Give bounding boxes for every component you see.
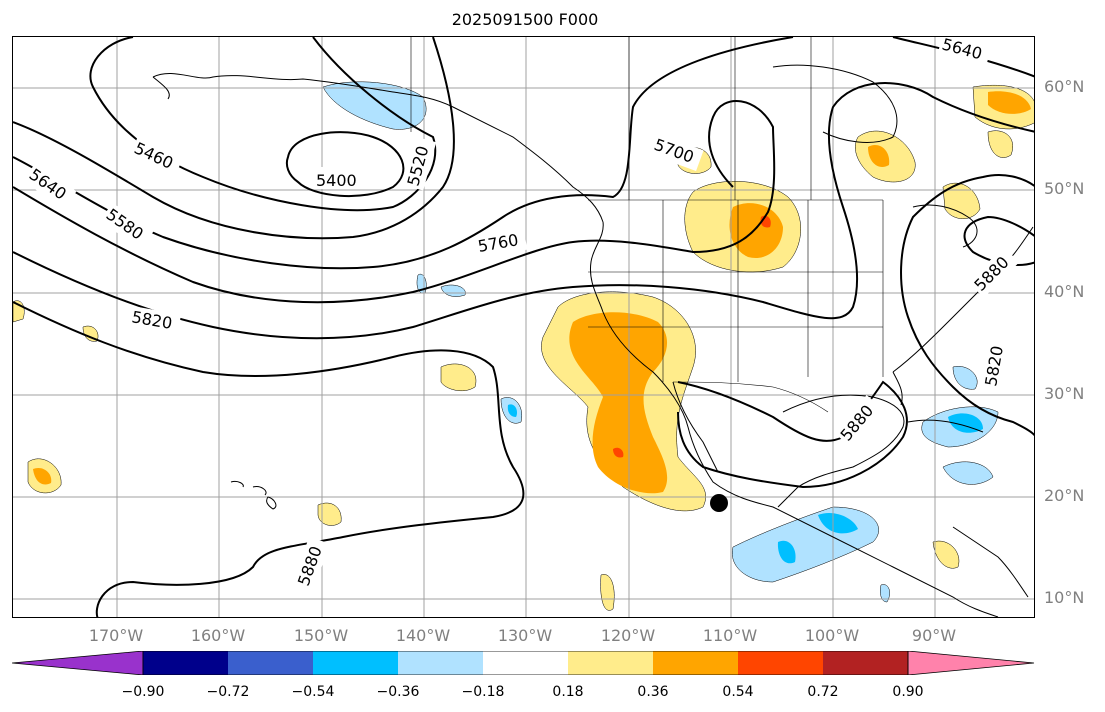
map-panel[interactable]: 5400 5460 5520 5580 5640 5700 <box>12 36 1035 618</box>
negative-anomaly-mid <box>507 404 983 564</box>
lat-label-60n: 60°N <box>1044 77 1085 96</box>
contour-label-group: 5400 5460 5520 5580 5640 5700 <box>22 37 1020 591</box>
borders <box>410 37 884 413</box>
colorbar-segment-8 <box>738 651 823 675</box>
contour-label-5760: 5760 <box>476 230 519 256</box>
colorbar-tick-2: −0.54 <box>291 684 335 700</box>
lat-label-40n: 40°N <box>1044 282 1085 301</box>
colorbar-segment-2 <box>228 651 313 675</box>
lon-label-150w: 150°W <box>293 626 349 645</box>
contour-label-5820-east: 5820 <box>981 344 1007 387</box>
colorbar-segment-3 <box>313 651 398 675</box>
lon-label-170w: 170°W <box>88 626 144 645</box>
location-marker <box>710 494 728 512</box>
contour-label-5400: 5400 <box>316 171 357 190</box>
colorbar <box>12 651 1035 675</box>
lat-label-30n: 30°N <box>1044 384 1085 403</box>
colorbar-tick-9: 0.90 <box>892 684 924 700</box>
colorbar-segment-1 <box>143 651 228 675</box>
lat-label-20n: 20°N <box>1044 486 1085 505</box>
map-canvas: 5400 5460 5520 5580 5640 5700 <box>13 37 1034 617</box>
lat-label-10n: 10°N <box>1044 588 1085 607</box>
colorbar-tick-8: 0.72 <box>807 684 839 700</box>
positive-anomaly-mid <box>33 91 1031 494</box>
lon-label-100w: 100°W <box>804 626 860 645</box>
lon-label-90w: 90°W <box>911 626 957 645</box>
lon-label-130w: 130°W <box>497 626 553 645</box>
lon-label-120w: 120°W <box>600 626 656 645</box>
colorbar-tick-4: −0.18 <box>461 684 505 700</box>
map-title: 2025091500 F000 <box>451 10 599 29</box>
colorbar-segment-10 <box>907 651 1035 675</box>
colorbar-segment-9 <box>823 651 908 675</box>
colorbar-tick-6: 0.36 <box>637 684 669 700</box>
colorbar-tick-0: −0.90 <box>121 684 165 700</box>
colorbar-segment-5 <box>483 651 568 675</box>
lat-label-50n: 50°N <box>1044 179 1085 198</box>
lon-label-140w: 140°W <box>395 626 451 645</box>
contour-label-5820-west: 5820 <box>130 307 173 333</box>
coastlines <box>152 64 1034 617</box>
colorbar-tick-1: −0.72 <box>206 684 250 700</box>
colorbar-tick-7: 0.54 <box>722 684 754 700</box>
lon-label-110w: 110°W <box>702 626 758 645</box>
colorbar-segment-4 <box>398 651 483 675</box>
colorbar-segment-0 <box>12 651 144 675</box>
colorbar-segment-7 <box>653 651 738 675</box>
colorbar-segment-6 <box>568 651 653 675</box>
lon-label-160w: 160°W <box>190 626 246 645</box>
colorbar-tick-5: 0.18 <box>552 684 584 700</box>
colorbar-tick-3: −0.36 <box>376 684 420 700</box>
